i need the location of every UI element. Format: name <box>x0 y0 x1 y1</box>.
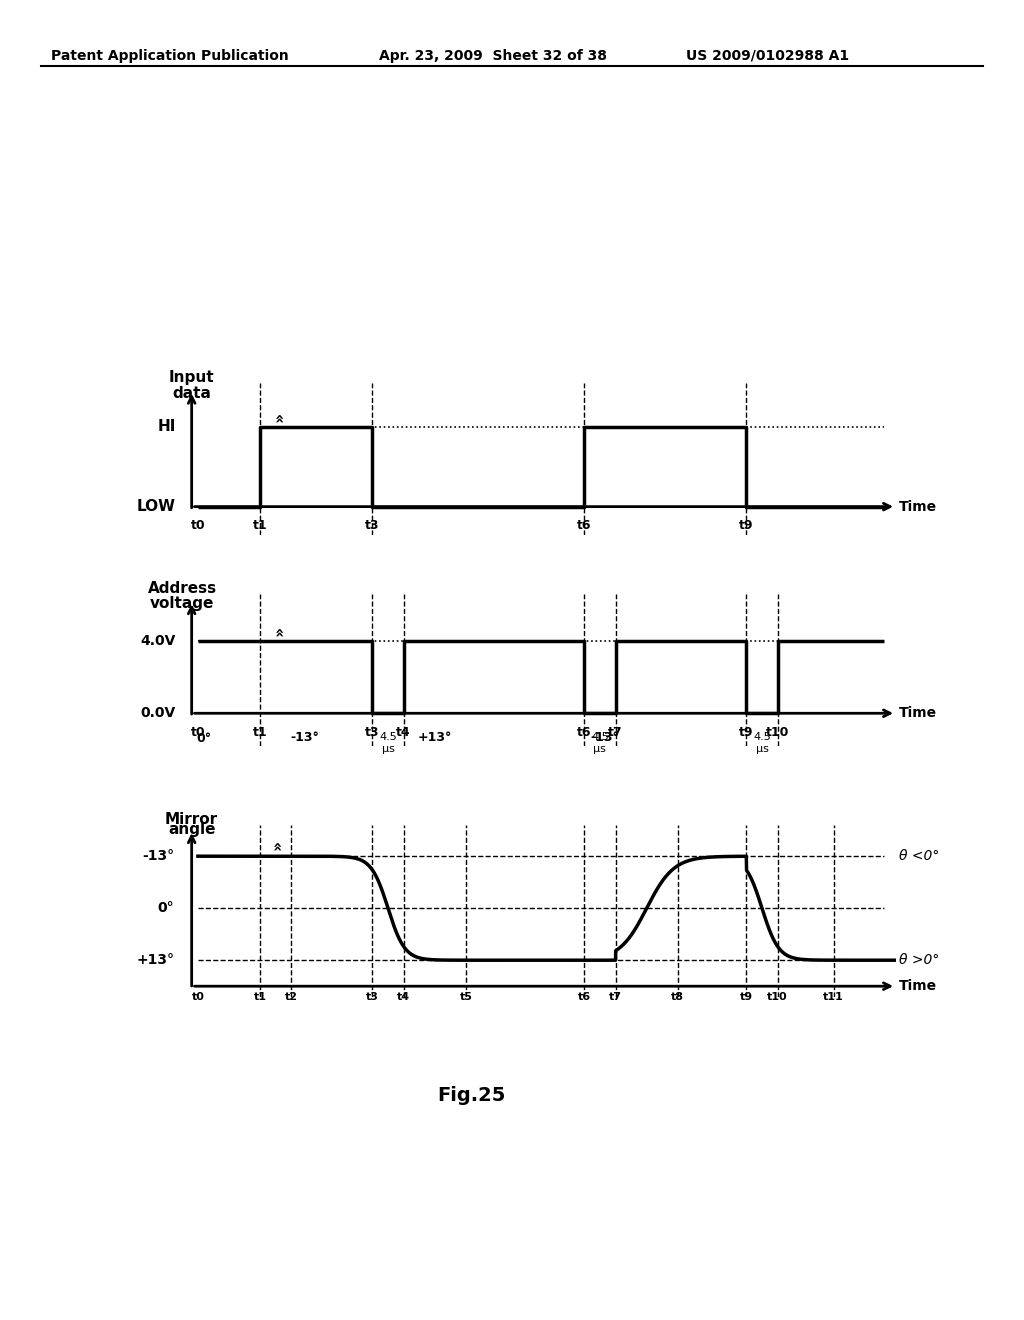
Text: t10: t10 <box>767 993 787 1002</box>
Text: -13°: -13° <box>290 731 318 743</box>
Text: t9: t9 <box>739 726 754 739</box>
Text: t6: t6 <box>578 993 591 1002</box>
Text: t11: t11 <box>823 993 844 1002</box>
Text: Fig.25: Fig.25 <box>437 1086 505 1105</box>
Text: t9: t9 <box>739 519 754 532</box>
Text: 0°: 0° <box>158 902 174 915</box>
Text: Input: Input <box>169 370 214 385</box>
Text: voltage: voltage <box>151 595 214 611</box>
Text: t3: t3 <box>366 993 379 1002</box>
Text: t9: t9 <box>740 993 753 1002</box>
Text: Time: Time <box>899 706 937 721</box>
Text: t1: t1 <box>254 993 266 1002</box>
Text: angle: angle <box>168 822 215 837</box>
Text: t0: t0 <box>190 726 205 739</box>
Text: t6: t6 <box>578 726 592 739</box>
Text: t0: t0 <box>190 519 205 532</box>
Text: Mirror: Mirror <box>165 812 218 828</box>
Text: LOW: LOW <box>137 499 176 513</box>
Text: θ <0°: θ <0° <box>899 849 939 863</box>
Text: t3: t3 <box>366 726 380 739</box>
Text: +13°: +13° <box>418 731 452 743</box>
Text: t7: t7 <box>608 726 623 739</box>
Text: 4.5
μs: 4.5 μs <box>591 733 609 754</box>
Text: Apr. 23, 2009  Sheet 32 of 38: Apr. 23, 2009 Sheet 32 of 38 <box>379 49 607 63</box>
Text: «: « <box>269 413 285 424</box>
Text: 0°: 0° <box>197 733 212 744</box>
Text: θ >0°: θ >0° <box>899 953 939 968</box>
Text: 0.0V: 0.0V <box>141 706 176 721</box>
Text: t4: t4 <box>396 726 411 739</box>
Text: t2: t2 <box>285 993 298 1002</box>
Text: HI: HI <box>158 420 176 434</box>
Text: t3: t3 <box>366 519 380 532</box>
Text: «: « <box>267 842 283 851</box>
Text: t6: t6 <box>578 519 592 532</box>
Text: Address: Address <box>147 581 217 597</box>
Text: t1: t1 <box>253 519 267 532</box>
Text: t4: t4 <box>397 993 411 1002</box>
Text: t0: t0 <box>191 993 205 1002</box>
Text: Time: Time <box>899 979 937 993</box>
Text: t1: t1 <box>253 726 267 739</box>
Text: t8: t8 <box>672 993 684 1002</box>
Text: +13°: +13° <box>136 953 174 968</box>
Text: «: « <box>269 628 285 638</box>
Text: Patent Application Publication: Patent Application Publication <box>51 49 289 63</box>
Text: data: data <box>172 387 211 401</box>
Text: Time: Time <box>899 500 937 513</box>
Text: t5: t5 <box>460 993 472 1002</box>
Text: t10: t10 <box>766 726 790 739</box>
Text: t7: t7 <box>609 993 622 1002</box>
Text: -13°: -13° <box>142 849 174 863</box>
Text: -13°: -13° <box>591 731 620 743</box>
Text: 4.5
μs: 4.5 μs <box>753 733 771 754</box>
Text: 4.5
μs: 4.5 μs <box>379 733 397 754</box>
Text: 4.0V: 4.0V <box>140 634 176 648</box>
Text: US 2009/0102988 A1: US 2009/0102988 A1 <box>686 49 849 63</box>
